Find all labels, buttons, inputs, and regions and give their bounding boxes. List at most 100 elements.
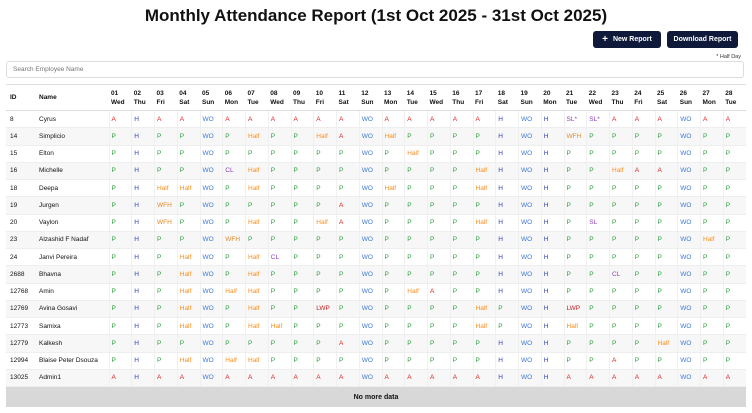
day-weekday: Sat xyxy=(657,98,668,106)
attendance-cell: P xyxy=(631,179,655,198)
attendance-cell: P xyxy=(108,317,132,336)
attendance-cell: WO xyxy=(677,145,701,163)
attendance-cell: WFH xyxy=(222,231,246,250)
attendance-cell: P xyxy=(222,127,246,146)
download-report-button[interactable]: Download Report xyxy=(667,31,738,48)
attendance-cell: H xyxy=(131,231,155,250)
attendance-cell: P xyxy=(563,248,587,267)
attendance-cell: P xyxy=(586,231,610,250)
attendance-cell: P xyxy=(586,179,610,198)
attendance-cell: P xyxy=(267,334,291,353)
attendance-cell: Half xyxy=(176,300,200,319)
attendance-cell: P xyxy=(563,214,587,232)
attendance-cell: P xyxy=(404,352,428,370)
attendance-cell: WO xyxy=(358,265,382,284)
attendance-cell: WO xyxy=(677,265,701,284)
employee-id: 15 xyxy=(6,145,35,163)
attendance-cell: P xyxy=(631,145,655,163)
attendance-cell: WO xyxy=(358,127,382,146)
attendance-cell: H xyxy=(131,265,155,284)
attendance-cell: H xyxy=(540,231,564,250)
attendance-cell: H xyxy=(131,145,155,163)
attendance-cell: Half xyxy=(472,300,496,319)
attendance-cell: P xyxy=(336,283,360,301)
attendance-cell: H xyxy=(540,369,564,388)
attendance-cell: P xyxy=(700,300,724,319)
attendance-cell: WO xyxy=(518,162,542,181)
attendance-cell: H xyxy=(540,110,564,129)
employee-name: Bhavna xyxy=(35,265,109,284)
attendance-cell: P xyxy=(654,127,678,146)
attendance-cell: P xyxy=(267,127,291,146)
attendance-cell: H xyxy=(495,110,519,129)
attendance-cell: P xyxy=(700,179,724,198)
attendance-cell: H xyxy=(131,162,155,181)
attendance-cell: Half xyxy=(472,162,496,181)
column-header-day: 07 Tue xyxy=(245,85,269,111)
day-weekday: Mon xyxy=(384,98,398,106)
attendance-cell: CL xyxy=(267,248,291,267)
attendance-cell: WO xyxy=(677,334,701,353)
attendance-cell: P xyxy=(381,196,405,215)
attendance-cell: P xyxy=(176,214,200,232)
attendance-cell: WO xyxy=(518,352,542,370)
attendance-cell: A xyxy=(631,110,655,129)
attendance-cell: A xyxy=(586,369,610,388)
attendance-cell: P xyxy=(154,283,178,301)
day-weekday: Sun xyxy=(679,98,693,106)
attendance-cell: H xyxy=(540,352,564,370)
new-report-button[interactable]: + New Report xyxy=(593,31,661,48)
attendance-cell: P xyxy=(381,334,405,353)
attendance-cell: H xyxy=(495,352,519,370)
column-header-day: 04 Sat xyxy=(177,85,200,111)
employee-name: Elton xyxy=(35,145,109,163)
attendance-cell: P xyxy=(427,334,451,353)
attendance-cell: P xyxy=(654,231,678,250)
attendance-cell: P xyxy=(472,248,496,267)
attendance-cell: LWP xyxy=(313,300,337,319)
column-header-day: 24 Fri xyxy=(632,85,655,111)
attendance-cell: P xyxy=(290,231,314,250)
attendance-cell: A xyxy=(267,369,291,388)
table-row: 12994 Blaise Peter Dsouza P H P Half WO Half Hal… xyxy=(6,352,746,370)
attendance-cell: P xyxy=(381,248,405,267)
day-weekday: Tue xyxy=(725,98,737,106)
attendance-cell: P xyxy=(290,334,314,353)
day-number: 16 xyxy=(452,89,460,97)
attendance-cell: H xyxy=(540,334,564,353)
column-header-day: 22 Wed xyxy=(586,85,610,111)
attendance-cell: P xyxy=(245,231,269,250)
search-input[interactable] xyxy=(6,61,744,78)
attendance-cell: P xyxy=(449,214,473,232)
attendance-cell: P xyxy=(449,352,473,370)
attendance-cell: P xyxy=(449,196,473,215)
table-row: 12768 Amin P H P Half WO Half Half P P P P WO P Half A P P… xyxy=(6,283,746,301)
column-header-day: 02 Thu xyxy=(131,85,155,111)
attendance-cell: P xyxy=(449,317,473,336)
day-weekday: Mon xyxy=(543,98,557,106)
column-header-day: 17 Fri xyxy=(473,85,496,111)
attendance-cell: P xyxy=(700,196,724,215)
attendance-cell: H xyxy=(495,231,519,250)
attendance-cell: CL xyxy=(609,265,633,284)
attendance-cell: P xyxy=(222,145,246,163)
attendance-cell: P xyxy=(222,317,246,336)
day-number: 19 xyxy=(520,89,528,97)
attendance-cell: P xyxy=(495,300,519,319)
attendance-table-container[interactable]: ID Name 01 Wed 02 Thu 03 Fri 04 Sat 05 Sun 06 Mon 07… xyxy=(6,84,746,389)
day-number: 06 xyxy=(224,89,232,97)
attendance-cell: P xyxy=(245,196,269,215)
day-weekday: Tue xyxy=(406,98,418,106)
day-number: 07 xyxy=(247,89,255,97)
attendance-cell: A xyxy=(336,369,360,388)
attendance-cell: WO xyxy=(677,162,701,181)
employee-id: 18 xyxy=(6,179,35,198)
column-header-day: 08 Wed xyxy=(268,85,291,111)
attendance-cell: P xyxy=(700,127,724,146)
day-number: 17 xyxy=(475,89,483,97)
attendance-cell: P xyxy=(154,145,178,163)
attendance-cell: SL xyxy=(586,214,610,232)
attendance-cell: Half xyxy=(563,317,587,336)
attendance-cell: A xyxy=(381,110,405,129)
attendance-cell: H xyxy=(540,145,564,163)
